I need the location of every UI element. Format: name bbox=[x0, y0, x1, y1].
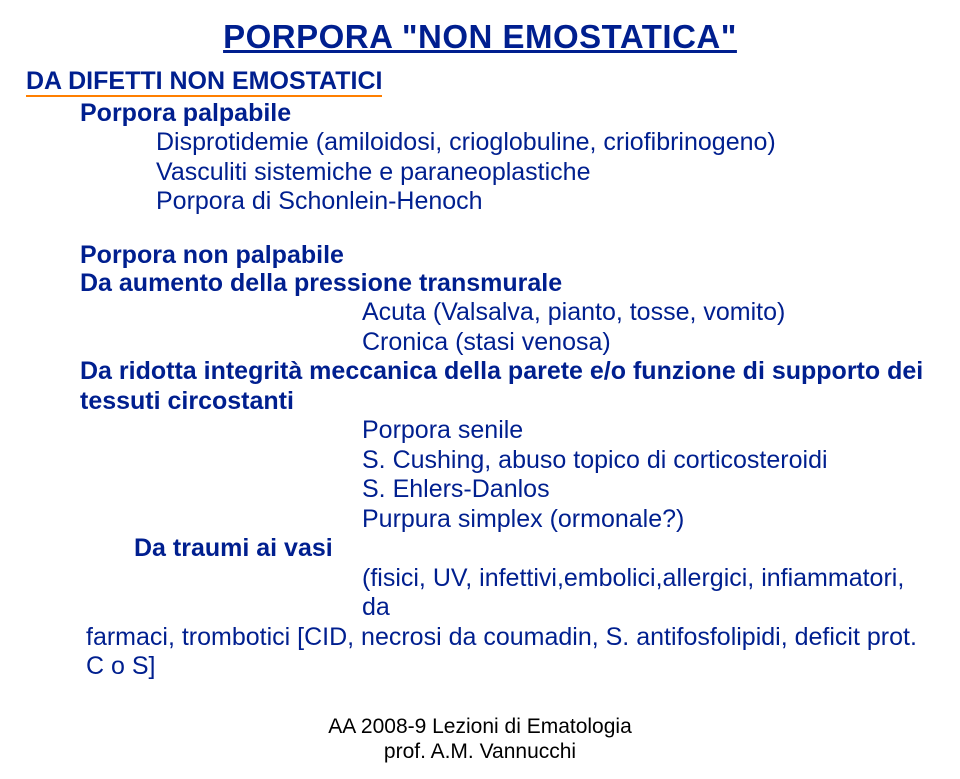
footer-line-2: prof. A.M. Vannucchi bbox=[0, 740, 960, 765]
slide-title: PORPORA "NON EMOSTATICA" bbox=[223, 18, 737, 56]
section2-deep-2: Cronica (stasi venosa) bbox=[362, 328, 934, 358]
section-2: Porpora non palpabile Da aumento della p… bbox=[26, 241, 934, 682]
section1-sub: Porpora palpabile bbox=[80, 99, 934, 128]
section2-fisici-2: farmaci, trombotici [CID, necrosi da cou… bbox=[86, 623, 934, 682]
slide: PORPORA "NON EMOSTATICA" DA DIFETTI NON … bbox=[0, 0, 960, 779]
spacer bbox=[26, 217, 934, 241]
section2-deep2-3: S. Ehlers-Danlos bbox=[362, 475, 934, 505]
section2-deep2-4: Purpura simplex (ormonale?) bbox=[362, 505, 934, 535]
section1-line-3: Porpora di Schonlein-Henoch bbox=[156, 187, 934, 217]
section2-deep-1: Acuta (Valsalva, pianto, tosse, vomito) bbox=[362, 298, 934, 328]
section2-sub: Porpora non palpabile bbox=[80, 241, 934, 270]
footer: AA 2008-9 Lezioni di Ematologia prof. A.… bbox=[0, 715, 960, 765]
section2-wrap-bold: Da ridotta integrità meccanica della par… bbox=[80, 357, 923, 415]
section2-trauma: Da traumi ai vasi bbox=[134, 534, 934, 564]
title-wrap: PORPORA "NON EMOSTATICA" bbox=[26, 18, 934, 56]
section1-head: DA DIFETTI NON EMOSTATICI bbox=[26, 68, 382, 97]
section1-line-1: Disprotidemie (amiloidosi, crioglobuline… bbox=[156, 128, 934, 158]
section2-fisici-1: (fisici, UV, infettivi,embolici,allergic… bbox=[362, 564, 934, 623]
section2-deep2-1: Porpora senile bbox=[362, 416, 934, 446]
section2-wrap: Da ridotta integrità meccanica della par… bbox=[80, 357, 934, 416]
section-1: DA DIFETTI NON EMOSTATICI Porpora palpab… bbox=[26, 68, 934, 217]
section2-deep2-2: S. Cushing, abuso topico di corticostero… bbox=[362, 446, 934, 476]
section1-line-2: Vasculiti sistemiche e paraneoplastiche bbox=[156, 158, 934, 188]
section2-head2: Da aumento della pressione transmurale bbox=[80, 269, 934, 298]
footer-line-1: AA 2008-9 Lezioni di Ematologia bbox=[0, 715, 960, 740]
